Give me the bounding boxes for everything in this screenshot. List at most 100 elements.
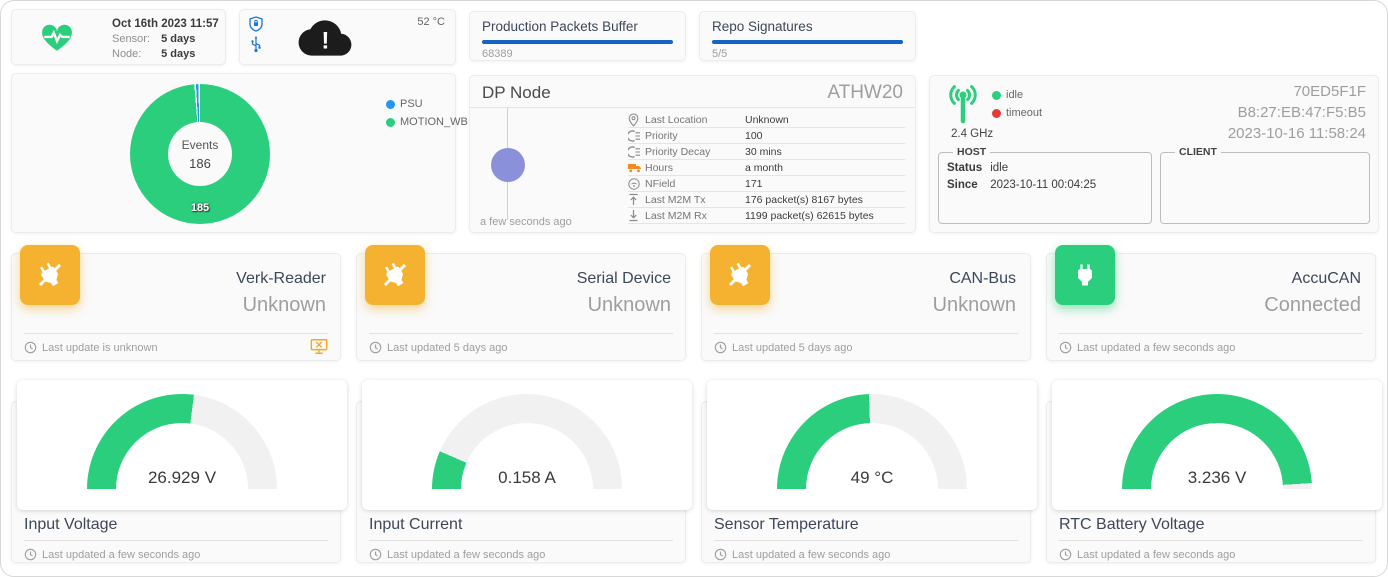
upload-icon (628, 193, 645, 206)
table-row: Priority 100 (628, 128, 905, 144)
plug-off-icon (365, 245, 425, 305)
dp-node-table: Last Location Unknown Priority 100 Prior… (628, 112, 905, 224)
gauge-panel: 0.158 A (362, 380, 692, 510)
dp-node-title: DP Node (482, 83, 551, 102)
health-card: Oct 16th 2023 11:57 Sensor: 5 days Node:… (11, 9, 226, 65)
clock-icon (369, 341, 382, 354)
legend-item-motion-wb[interactable]: MOTION_WB (386, 116, 468, 128)
packets-buffer-progressbar (482, 40, 673, 44)
system-status-card: ! 52 °C (239, 9, 456, 65)
wifi-identity-block: 70ED5F1F B8:27:EB:47:F5:B5 2023-10-16 11… (1228, 81, 1366, 144)
priority-icon (628, 145, 645, 158)
packets-buffer-value: 68389 (482, 48, 513, 60)
wifi-mac-address: B8:27:EB:47:F5:B5 (1237, 104, 1366, 121)
donut-center-label: Events (181, 137, 219, 152)
timeout-legend-label: timeout (1006, 107, 1043, 119)
table-row: Last Location Unknown (628, 112, 905, 128)
wifi-card: 2.4 GHz idle timeout 70ED5F1F B8:27:EB:4… (929, 75, 1379, 233)
node-label: Node: (112, 48, 142, 60)
device-card-verk-reader: Verk-Reader Unknown Last update is unkno… (11, 245, 341, 361)
usb-icon (250, 35, 262, 58)
gauge-value: 3.236 V (1187, 468, 1247, 487)
last-updated: Last updated 5 days ago (369, 341, 507, 354)
legend-item-timeout[interactable]: timeout (992, 107, 1042, 119)
last-updated: Last updated a few seconds ago (1059, 341, 1235, 354)
last-updated: Last updated a few seconds ago (24, 548, 200, 561)
device-name: AccuCAN (1291, 270, 1361, 287)
clock-icon (714, 341, 727, 354)
gauge-panel: 49 °C (707, 380, 1037, 510)
legend-item-idle[interactable]: idle (992, 89, 1042, 101)
divider (24, 540, 328, 541)
repo-signatures-title: Repo Signatures (712, 19, 813, 34)
device-card-serial-device: Serial Device Unknown Last updated 5 day… (356, 245, 686, 361)
table-row: Last M2M Rx 1199 packet(s) 62615 bytes (628, 208, 905, 224)
device-status: Unknown (587, 294, 671, 316)
idle-legend-label: idle (1006, 89, 1024, 101)
table-row: NField 171 (628, 176, 905, 192)
legend-item-psu[interactable]: PSU (386, 98, 468, 110)
motion-wb-legend-dot (386, 117, 395, 127)
input-current-gauge: 0.158 A (432, 394, 622, 489)
repo-signatures-value: 5/5 (712, 48, 728, 60)
wifi-band: 2.4 GHz (951, 128, 994, 140)
clock-icon (24, 548, 37, 561)
wifi-device-id: 70ED5F1F (1293, 83, 1366, 100)
device-status: Unknown (932, 294, 1016, 316)
table-row: Last M2M Tx 176 packet(s) 8167 bytes (628, 192, 905, 208)
last-updated: Last update is unknown (24, 341, 158, 354)
signal-icon (628, 177, 645, 190)
priority-icon (628, 129, 645, 142)
gauge-value: 49 °C (850, 468, 894, 487)
sensor-value: 5 days (161, 33, 196, 45)
packets-buffer-title: Production Packets Buffer (482, 19, 638, 34)
health-date: Oct 16th 2023 11:57 (112, 18, 219, 30)
device-status: Connected (1264, 294, 1361, 316)
shield-lock-icon (249, 16, 263, 37)
divider (470, 107, 915, 108)
divider (714, 333, 1018, 334)
heart-pulse-icon (40, 23, 74, 58)
host-status-row: Status idle (947, 162, 1009, 174)
gauge-card-input-current: 0.158 A Input Current Last updated a few… (356, 380, 692, 563)
gauge-card-rtc-battery-voltage: 3.236 V RTC Battery Voltage Last updated… (1046, 380, 1382, 563)
plug-icon (1055, 245, 1115, 305)
packets-buffer-card: Production Packets Buffer 68389 (469, 11, 686, 61)
clock-icon (1059, 548, 1072, 561)
last-updated: Last updated a few seconds ago (369, 548, 545, 561)
table-row: Priority Decay 30 mins (628, 144, 905, 160)
antenna-icon (940, 84, 986, 131)
plug-off-icon (20, 245, 80, 305)
donut-slice-label: 185 (190, 202, 210, 214)
temperature-reading: 52 °C (417, 16, 445, 28)
last-updated: Last updated a few seconds ago (714, 548, 890, 561)
psu-legend-label: PSU (400, 98, 423, 110)
wifi-legend: idle timeout (992, 89, 1042, 125)
device-name: Serial Device (576, 270, 671, 287)
client-box: CLIENT (1160, 146, 1370, 224)
host-since-row: Since 2023-10-11 00:04:25 (947, 179, 1097, 191)
host-box-title: HOST (957, 146, 987, 158)
timeline-dot[interactable] (491, 148, 525, 182)
last-updated: Last updated 5 days ago (714, 341, 852, 354)
divider (369, 540, 673, 541)
gauge-card-input-voltage: 26.929 V Input Voltage Last updated a fe… (11, 380, 347, 563)
gauge-value: 26.929 V (147, 468, 217, 487)
divider (714, 540, 1018, 541)
events-chart-card: Events 186 185 PSU MOTION_WB (11, 73, 468, 233)
gauge-card-sensor-temperature: 49 °C Sensor Temperature Last updated a … (701, 380, 1037, 563)
truck-icon (628, 162, 645, 173)
client-box-title: CLIENT (1179, 146, 1217, 158)
health-node-row: Node: 5 days (112, 47, 219, 62)
last-updated: Last updated a few seconds ago (1059, 548, 1235, 561)
table-row: Hours a month (628, 160, 905, 176)
health-sensor-row: Sensor: 5 days (112, 32, 219, 47)
psu-legend-dot (386, 99, 395, 109)
input-voltage-gauge: 26.929 V (87, 394, 277, 489)
gauge-card-title: Sensor Temperature (714, 516, 859, 533)
device-name: Verk-Reader (236, 270, 326, 287)
events-donut-chart[interactable]: Events 186 185 (130, 84, 270, 224)
timeout-legend-dot (992, 108, 1001, 118)
device-status: Unknown (242, 294, 326, 316)
